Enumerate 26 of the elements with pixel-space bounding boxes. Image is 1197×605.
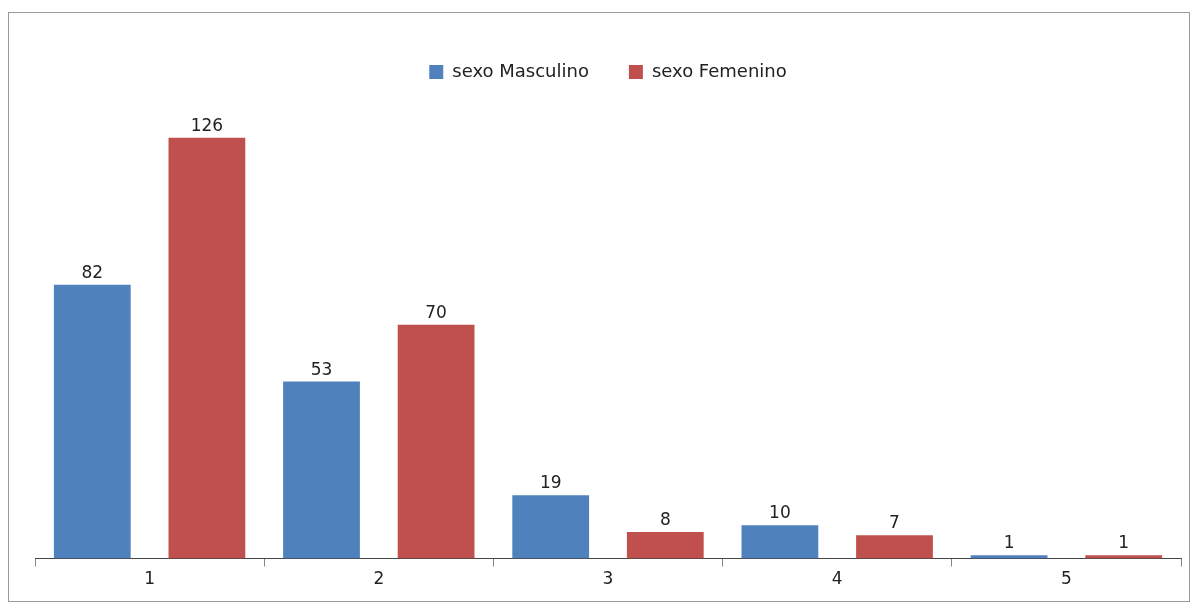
data-label: 70	[425, 301, 447, 322]
data-label: 10	[769, 502, 791, 523]
legend-label: sexo Masculino	[452, 59, 589, 81]
bar	[283, 381, 360, 559]
data-label: 126	[190, 114, 224, 135]
bar	[1085, 555, 1163, 559]
data-label: 82	[81, 261, 104, 282]
bar	[626, 531, 704, 559]
bar	[397, 324, 475, 559]
x-tick-label: 2	[373, 568, 385, 589]
x-tick-label: 1	[144, 568, 156, 589]
data-label: 1	[1118, 532, 1130, 553]
bar	[741, 525, 819, 559]
data-label: 8	[659, 508, 671, 529]
data-label: 7	[889, 512, 900, 533]
x-tick-label: 4	[831, 568, 843, 589]
x-tick-label: 5	[1060, 568, 1072, 589]
bar	[512, 495, 590, 559]
x-tick-label: 3	[602, 568, 614, 589]
data-label: 53	[310, 358, 333, 379]
bar	[168, 137, 246, 559]
bar	[53, 284, 131, 559]
bar	[856, 535, 933, 559]
legend-label: sexo Femenino	[651, 59, 787, 81]
data-label: 19	[539, 472, 562, 493]
data-label: 1	[1003, 532, 1015, 553]
